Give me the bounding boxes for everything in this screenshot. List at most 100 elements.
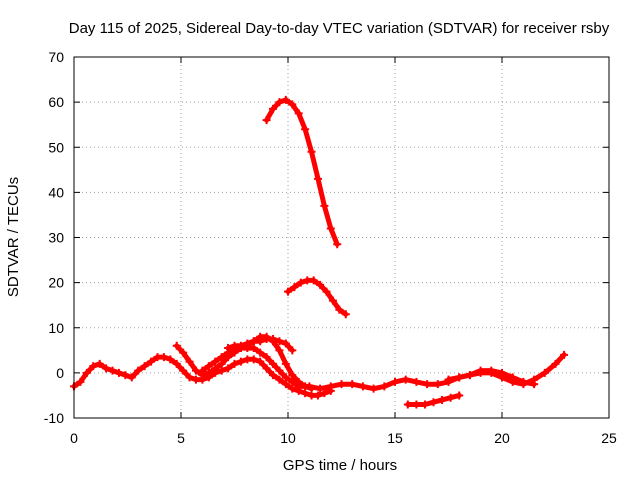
data-point [391, 377, 399, 386]
series-arc-mid-peak [284, 276, 350, 319]
data-point [433, 380, 442, 389]
data-point [290, 283, 299, 292]
data-point [269, 371, 278, 380]
data-point [288, 346, 297, 355]
data-point [455, 373, 464, 382]
data-point [269, 335, 278, 344]
data-point [369, 384, 378, 393]
series-trace [285, 277, 349, 317]
data-point [288, 384, 297, 393]
data-point [296, 278, 305, 287]
data-point [438, 395, 447, 404]
x-tick-label: 20 [494, 430, 510, 446]
data-point [429, 398, 438, 407]
data-point [337, 380, 346, 389]
data-point [326, 224, 335, 233]
data-point [487, 366, 496, 375]
data-point [217, 353, 226, 362]
data-point [380, 382, 389, 391]
data-point [269, 104, 278, 113]
data-point [262, 353, 271, 362]
data-point [444, 375, 453, 384]
data-point [281, 373, 290, 382]
data-point [294, 382, 303, 391]
data-point [230, 359, 239, 368]
data-point [423, 380, 432, 389]
data-point [288, 377, 297, 386]
data-point [309, 276, 318, 285]
data-point [348, 380, 357, 389]
data-point [341, 310, 350, 319]
data-point [102, 364, 111, 373]
data-point [316, 280, 325, 289]
data-point [262, 116, 271, 125]
data-point [249, 355, 258, 364]
data-point [335, 305, 344, 314]
data-point [313, 174, 322, 183]
data-point [140, 362, 149, 371]
series-arc-high-peak [262, 95, 342, 249]
data-point [269, 359, 278, 368]
data-point [185, 373, 194, 382]
series-arc-base-5 [294, 350, 569, 393]
data-point [275, 346, 284, 355]
series-arc-base-7 [444, 366, 539, 389]
y-axis-label: SDTVAR / TECUs [5, 177, 22, 297]
series-arc-base-1 [70, 353, 335, 400]
data-point [179, 348, 188, 357]
series-arc-base-6 [403, 391, 464, 409]
data-point [446, 393, 455, 402]
y-tick-label: 10 [48, 320, 64, 336]
data-point [412, 377, 421, 386]
data-point [211, 357, 220, 366]
data-point [236, 357, 245, 366]
data-point [358, 382, 367, 391]
data-point [307, 147, 316, 156]
data-point [127, 373, 136, 382]
data-point [465, 371, 474, 380]
data-point [301, 389, 310, 398]
data-point [179, 366, 188, 375]
data-point [530, 380, 539, 389]
y-tick-label: 20 [48, 275, 64, 291]
x-tick-label: 0 [70, 430, 78, 446]
data-point [305, 382, 314, 391]
data-point [256, 357, 265, 366]
y-tick-label: 30 [48, 230, 64, 246]
data-point [281, 359, 290, 368]
data-point [114, 368, 123, 377]
data-point [243, 339, 252, 348]
y-tick-label: 0 [56, 365, 64, 381]
data-point [275, 98, 284, 107]
data-point [275, 375, 284, 384]
x-tick-label: 15 [387, 430, 403, 446]
x-tick-label: 10 [280, 430, 296, 446]
data-point [82, 368, 91, 377]
data-point [560, 350, 569, 359]
data-point [508, 373, 517, 382]
data-point [403, 400, 412, 409]
data-point [211, 364, 220, 373]
data-point [519, 377, 528, 386]
data-point [328, 296, 337, 305]
data-point [121, 371, 130, 380]
data-point [401, 375, 410, 384]
data-point [262, 364, 271, 373]
data-point [301, 125, 310, 134]
data-point [320, 201, 329, 210]
data-point [275, 366, 284, 375]
y-tick-label: -10 [44, 410, 64, 426]
data-point [134, 366, 143, 375]
data-point [455, 391, 464, 400]
data-point [217, 366, 226, 375]
y-tick-label: 40 [48, 184, 64, 200]
data-point [498, 368, 506, 377]
data-point [316, 384, 325, 393]
data-point [204, 362, 213, 371]
data-point [281, 339, 290, 348]
data-point [204, 368, 213, 377]
y-tick-label: 50 [48, 139, 64, 155]
data-point [294, 109, 303, 118]
y-tick-label: 60 [48, 94, 64, 110]
